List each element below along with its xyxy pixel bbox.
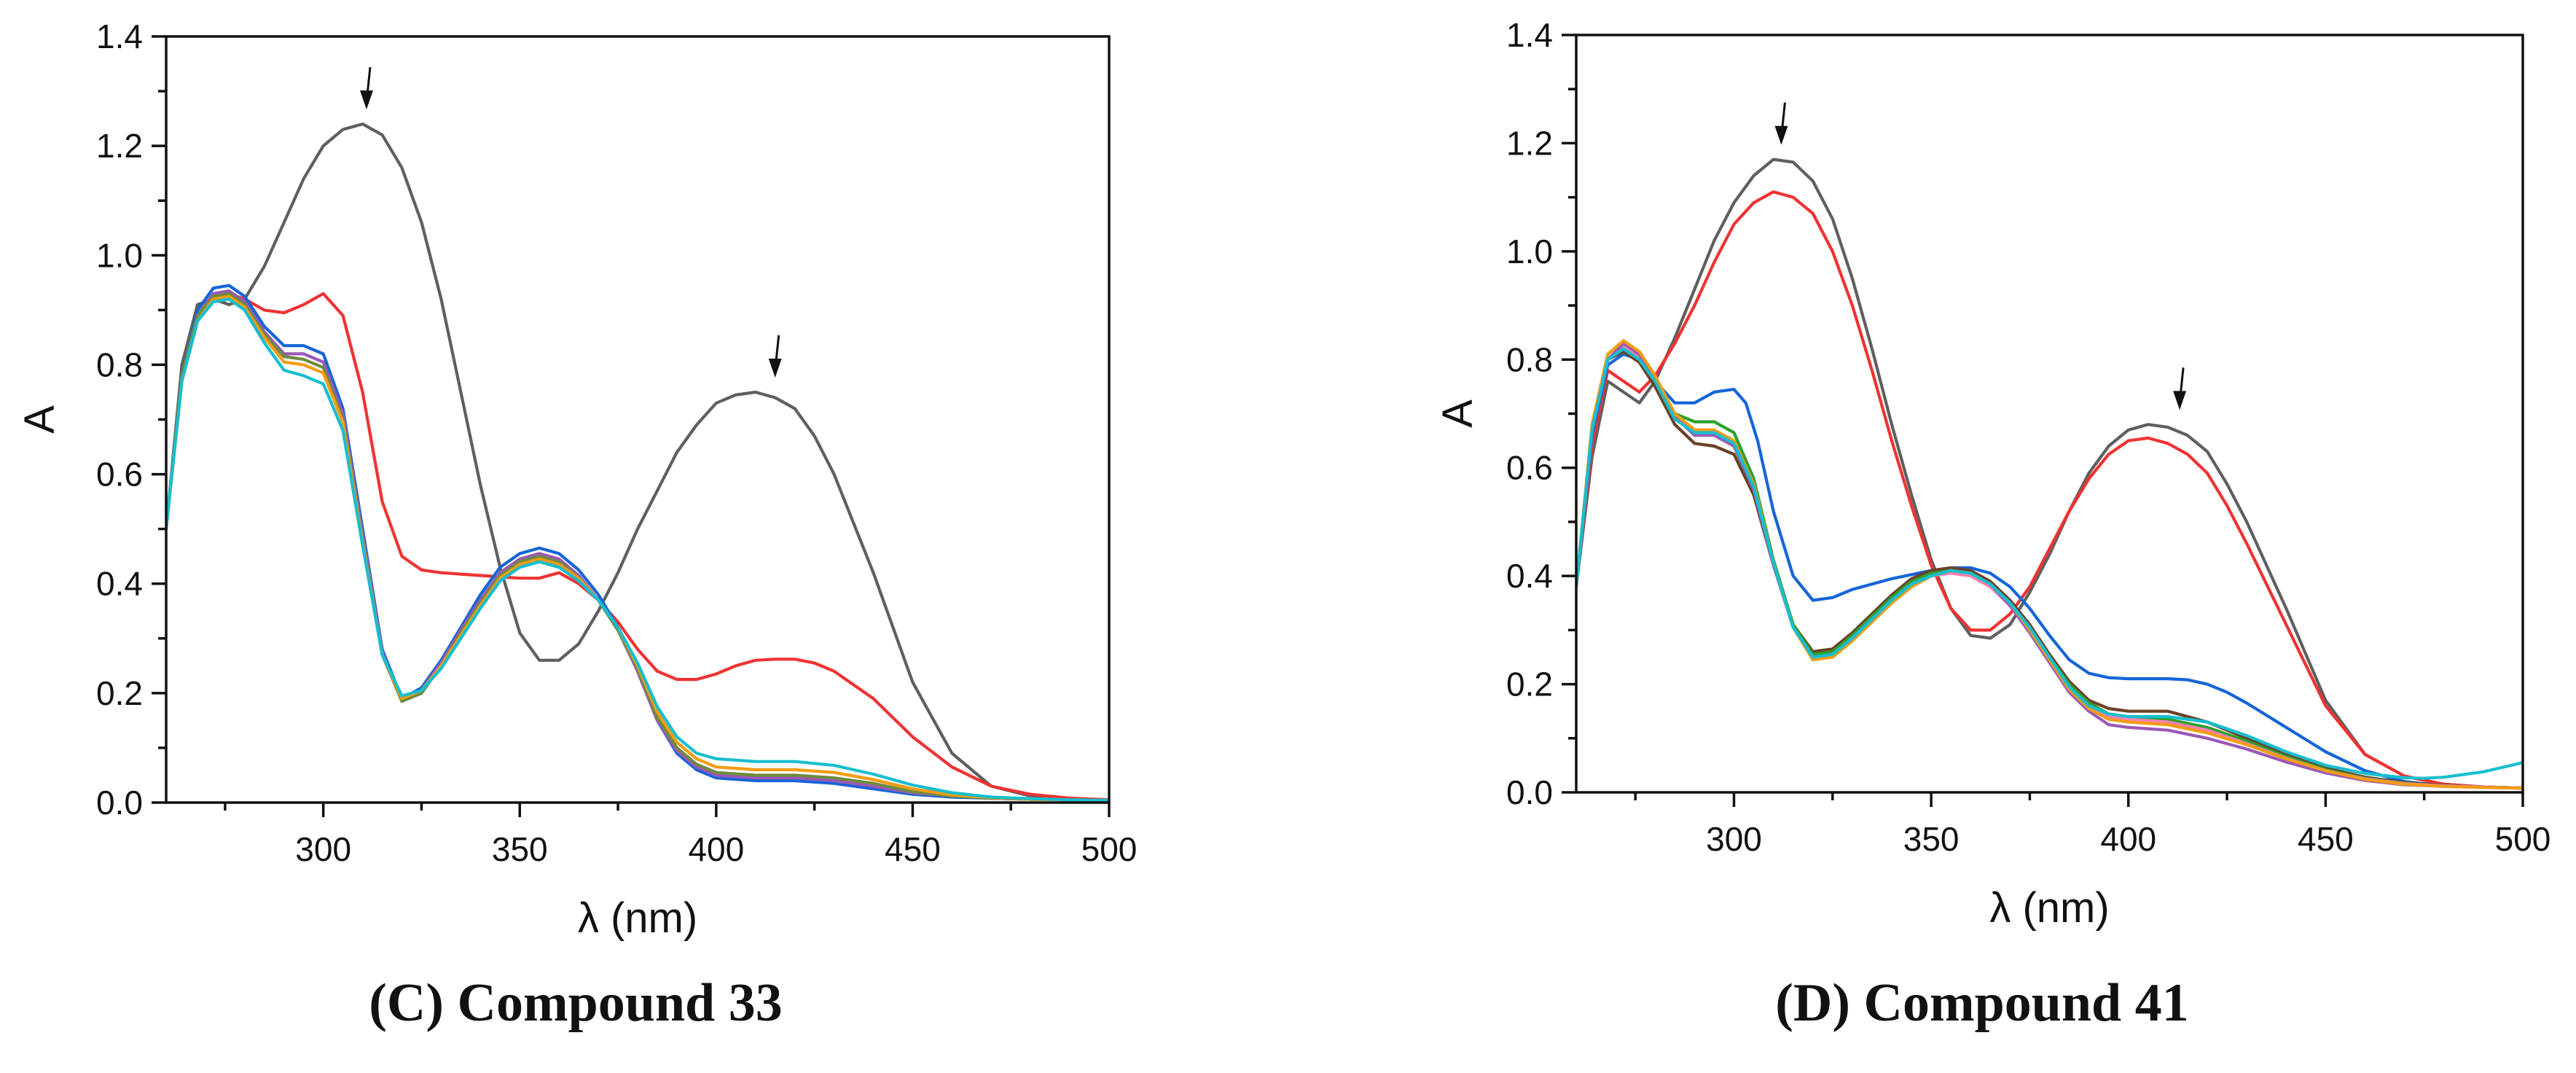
x-axis-title: λ (nm) <box>1989 884 2109 932</box>
x-tick-label: 350 <box>1903 820 1960 858</box>
y-tick-label: 0.8 <box>96 346 143 383</box>
x-tick-label: 300 <box>1706 820 1762 858</box>
series-line-cyan <box>1576 347 2523 780</box>
y-tick-label: 0.2 <box>96 674 143 712</box>
y-tick-label: 1.0 <box>96 236 143 274</box>
y-axis-title: A <box>16 405 63 434</box>
series-line-orange <box>166 294 1109 803</box>
x-tick-label: 450 <box>885 830 941 868</box>
series-line-olive <box>166 292 1109 803</box>
y-tick-label: 0.6 <box>96 456 143 493</box>
chart-panel-compound-41: 300 350 400 450 500 0.0 0.2 0.4 0.6 0.8 1.0 1.2 1.4 λ… <box>1434 16 2550 1033</box>
x-tick-label: 450 <box>2298 820 2354 858</box>
chart-panel-compound-33: 300 350 400 450 500 0.0 0.2 0.4 0.6 0.8 1.0 1.2 1.4 λ… <box>16 17 1137 1033</box>
series-line-red <box>1576 190 2523 790</box>
y-tick-label: 0.2 <box>1506 666 1553 703</box>
series-line-red <box>166 292 1109 802</box>
x-tick-label: 500 <box>1081 830 1138 868</box>
peak-arrow-head <box>2173 391 2187 410</box>
panel-caption: (D) Compound 41 <box>1775 973 2188 1033</box>
x-tick-label: 400 <box>2100 820 2156 858</box>
series-line-gray <box>166 122 1109 802</box>
y-tick-label: 0.0 <box>96 784 143 822</box>
panel-caption: (C) Compound 33 <box>369 973 782 1033</box>
y-tick-label: 0.8 <box>1506 340 1553 378</box>
y-tick-label: 0.4 <box>96 565 143 603</box>
peak-arrow-head <box>768 358 782 378</box>
x-tick-label: 500 <box>2495 820 2551 858</box>
y-tick-label: 1.4 <box>96 17 143 55</box>
series-group <box>1576 157 2523 790</box>
series-line-brown <box>1576 350 2523 790</box>
series-line-pink <box>1576 344 2523 790</box>
y-tick-label: 0.0 <box>1506 773 1553 811</box>
series-line-orange <box>1576 339 2523 790</box>
y-tick-label: 1.2 <box>96 127 143 165</box>
series-line-purple <box>166 289 1109 803</box>
x-tick-label: 350 <box>492 830 548 868</box>
series-group <box>166 122 1109 803</box>
x-axis-title: λ (nm) <box>578 894 697 942</box>
x-tick-label: 300 <box>295 830 351 868</box>
series-line-green <box>1576 344 2523 790</box>
plot-frame <box>165 35 1111 804</box>
peak-arrow-head <box>1774 125 1788 145</box>
y-tick-label: 0.4 <box>1506 557 1553 595</box>
series-line-gray <box>1576 157 2523 790</box>
peak-arrow-head <box>359 90 373 110</box>
y-tick-label: 1.4 <box>1506 16 1553 54</box>
plot-frame <box>1575 34 2524 794</box>
x-tick-label: 400 <box>688 830 744 868</box>
y-tick-label: 0.6 <box>1506 449 1553 487</box>
y-tick-label: 1.2 <box>1506 124 1553 162</box>
y-axis-title: A <box>1434 399 1481 428</box>
series-line-blue <box>166 284 1109 803</box>
series-line-blue <box>1576 352 2523 790</box>
series-line-cyan <box>166 297 1109 803</box>
y-tick-label: 1.0 <box>1506 233 1553 270</box>
series-line-purple <box>1576 341 2523 790</box>
